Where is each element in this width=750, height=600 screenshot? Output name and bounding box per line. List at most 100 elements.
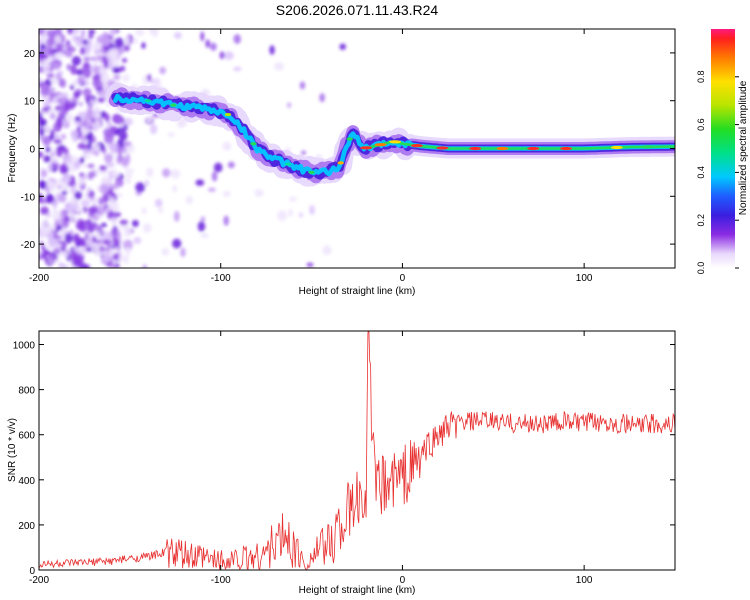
spectrogram-noise-blob: [49, 91, 55, 100]
snr-y-ticks: 0 200 400 600 800 1000: [13, 341, 675, 577]
spectrogram-noise-blob: [224, 51, 234, 60]
snr-y-tick-label: 200: [18, 521, 35, 532]
spectrogram-noise-blob: [70, 155, 80, 162]
spectrogram-noise-blob: [117, 46, 126, 54]
spectrogram-noise-blob: [106, 240, 111, 248]
colorbar: 0.0 0.2 0.4 0.6 0.8 Normalized spectral ampl…: [696, 29, 749, 274]
snr-x-ticks: -200 -100 0 100: [29, 331, 593, 586]
spectrogram-noise-blob: [254, 189, 264, 197]
spectrogram-noise-blob: [77, 142, 87, 150]
spectrogram-noise-blob: [44, 226, 51, 234]
spectrogram-noise-blob: [172, 184, 178, 193]
spectrogram-noise-blob: [39, 118, 48, 127]
spectrogram-noise-blob: [52, 61, 61, 70]
spectrogram-noise-blob: [233, 34, 241, 44]
spectrogram-noise-blob: [70, 129, 79, 140]
spectrogram-noise-blob: [62, 172, 72, 184]
spectrogram-noise-blob: [41, 66, 49, 74]
colorbar-tick-label: 0.2: [696, 214, 706, 227]
spectrogram-noise-blob: [118, 252, 124, 263]
spectrogram-noise-blob: [55, 118, 63, 129]
spectrogram-noise-blob: [47, 236, 56, 245]
spectrogram-noise-blob: [125, 144, 136, 153]
spectrogram-noise-blob: [82, 163, 88, 169]
spectrogram-noise-blob: [144, 179, 149, 187]
spectrogram-noise-blob: [99, 183, 109, 195]
spectrogram-noise-blob: [50, 152, 55, 158]
spectrogram-noise-blob: [71, 56, 82, 66]
spectrogram-noise-blob: [39, 76, 42, 85]
spectrogram-noise-blob: [46, 254, 51, 260]
snr-y-tick-label: 800: [18, 386, 35, 397]
spectrogram-noise-blob: [65, 40, 71, 46]
spectrogram-noise-blob: [39, 151, 44, 159]
spectrogram-noise-blob: [42, 100, 50, 107]
spectrogram-noise-blob: [59, 164, 69, 175]
spectrogram-hotspot: [410, 144, 423, 148]
spectrogram-noise-blob: [60, 78, 67, 88]
snr-series-line: [39, 331, 675, 570]
spectrogram-noise-blob: [197, 221, 206, 232]
spectrogram-hotspot: [346, 137, 353, 141]
spectrogram-noise-blob: [158, 207, 164, 214]
snr-x-tick-label: -200: [29, 575, 49, 586]
spectrogram-noise-blob: [299, 81, 306, 90]
spectrogram-noise-blob: [94, 224, 103, 232]
spectrogram-noise-blob: [87, 125, 95, 131]
spectrogram-noise-blob: [125, 168, 135, 173]
spectrogram-noise-blob: [74, 116, 82, 122]
spectrogram-noise-blob: [108, 217, 119, 223]
spectrogram-noise-blob: [125, 176, 131, 184]
spectrogram-noise-blob: [162, 168, 171, 178]
spectrogram-noise-blob: [58, 194, 67, 203]
spectrogram-noise-blob: [104, 133, 114, 144]
snr-background: [39, 331, 675, 570]
spectrogram-noise-blob: [134, 29, 145, 36]
colorbar-gradient: [711, 29, 735, 268]
spectrogram-noise-blob: [46, 29, 57, 39]
spectrogram-y-tick-label: 0: [29, 145, 35, 156]
spectrogram-noise-blob: [42, 169, 48, 178]
spectrogram-hotspot: [374, 143, 387, 147]
spectrogram-noise-blob: [102, 230, 107, 236]
spectrogram-noise-blob: [58, 261, 64, 268]
spectrogram-noise-blob: [68, 229, 74, 236]
spectrogram-noise-blob: [82, 153, 91, 160]
spectrogram-noise-blob: [101, 73, 110, 81]
spectrogram-noise-blob: [100, 222, 108, 228]
spectrogram-noise-blob: [92, 244, 100, 253]
spectrogram-hotspot: [224, 112, 232, 117]
spectrogram-noise-blob: [274, 62, 285, 71]
spectrogram-y-tick-label: -20: [21, 240, 36, 251]
spectrogram-noise-blob: [70, 251, 78, 262]
snr-y-tick-label: 0: [29, 566, 35, 577]
colorbar-tick-label: 0.6: [696, 118, 706, 131]
spectrogram-noise-blob: [116, 154, 122, 165]
spectrogram-noise-blob: [146, 167, 154, 178]
spectrogram-noise-blob: [95, 205, 105, 216]
colorbar-ticks: 0.0 0.2 0.4 0.6 0.8: [696, 71, 739, 275]
spectrogram-noise-blob: [123, 255, 129, 264]
spectrogram-noise-blob: [45, 80, 51, 85]
spectrogram-noise-blob: [80, 29, 86, 39]
spectrogram-noise-blob: [47, 162, 53, 173]
spectrogram-noise-blob: [94, 144, 101, 153]
spectrogram-noise: [39, 29, 347, 268]
spectrogram-noise-blob: [73, 91, 80, 99]
spectrogram-noise-blob: [120, 156, 129, 166]
snr-x-tick-label: 0: [400, 575, 406, 586]
spectrogram-hotspot: [469, 146, 482, 151]
spectrogram-noise-blob: [116, 231, 122, 241]
spectrogram-noise-blob: [82, 206, 88, 213]
spectrogram-noise-blob: [123, 117, 133, 126]
spectrogram-hotspot: [195, 105, 203, 110]
colorbar-tick-label: 0.8: [696, 71, 706, 84]
spectrogram-noise-blob: [78, 101, 84, 107]
spectrogram-hotspot: [496, 146, 509, 151]
spectrogram-noise-blob: [339, 43, 347, 50]
spectrogram-noise-blob: [53, 139, 63, 144]
spectrogram-y-axis-label: Frequency (Hz): [7, 114, 18, 183]
spectrogram-noise-blob: [58, 111, 64, 119]
colorbar-tick-label: 0.0: [696, 262, 706, 275]
spectrogram-noise-blob: [67, 29, 73, 35]
